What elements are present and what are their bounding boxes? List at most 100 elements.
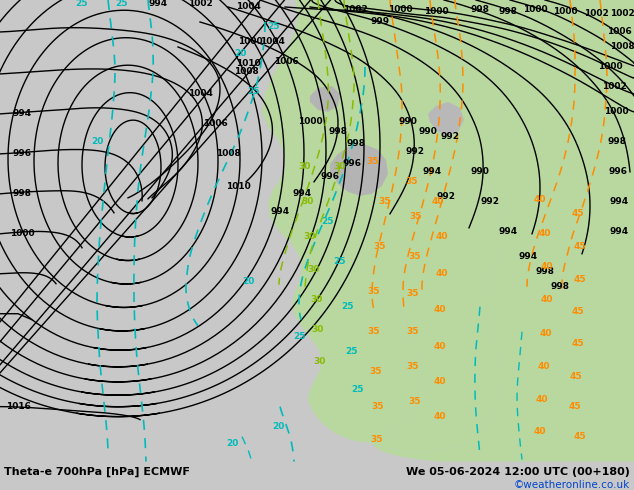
Text: 996: 996 [321, 172, 339, 181]
Text: 35: 35 [407, 327, 419, 336]
Text: 1002: 1002 [188, 0, 212, 8]
Text: 25: 25 [116, 0, 128, 8]
Text: 994: 994 [148, 0, 167, 8]
Text: 992: 992 [441, 132, 460, 142]
Text: 35: 35 [370, 367, 382, 376]
Text: 40: 40 [436, 232, 448, 241]
Text: 40: 40 [434, 412, 446, 421]
Text: 40: 40 [536, 395, 548, 404]
Text: 990: 990 [418, 127, 437, 136]
Text: 1002: 1002 [342, 5, 367, 15]
Text: 20: 20 [226, 439, 238, 448]
Text: 20: 20 [272, 422, 284, 431]
Text: 40: 40 [534, 427, 547, 436]
Text: 35: 35 [406, 177, 418, 186]
Text: 994: 994 [13, 109, 32, 119]
Text: 40: 40 [534, 196, 547, 204]
Text: 994: 994 [519, 252, 538, 261]
Text: 35: 35 [368, 287, 380, 296]
Text: 1000: 1000 [604, 107, 628, 117]
Text: 25: 25 [346, 347, 358, 356]
Text: 994: 994 [609, 227, 628, 236]
Text: 992: 992 [406, 147, 425, 156]
Text: 30: 30 [334, 162, 346, 171]
Text: 40: 40 [541, 295, 553, 304]
Text: 994: 994 [292, 189, 311, 198]
Text: 998: 998 [328, 127, 347, 136]
Text: 45: 45 [569, 402, 581, 411]
Polygon shape [262, 0, 422, 442]
Text: 35: 35 [409, 397, 421, 406]
Text: 35: 35 [409, 252, 421, 261]
Text: 35: 35 [368, 327, 380, 336]
Text: 1004: 1004 [259, 37, 285, 47]
Text: 1004: 1004 [188, 89, 212, 98]
Text: 998: 998 [550, 282, 569, 291]
Text: 40: 40 [432, 197, 444, 206]
Text: 45: 45 [572, 339, 585, 348]
Text: 35: 35 [407, 362, 419, 371]
Polygon shape [310, 86, 340, 112]
Text: 1000: 1000 [522, 5, 547, 15]
Text: We 05-06-2024 12:00 UTC (00+180): We 05-06-2024 12:00 UTC (00+180) [406, 467, 630, 477]
Text: 1000: 1000 [598, 62, 623, 72]
Text: 40: 40 [434, 305, 446, 314]
Text: 20: 20 [234, 49, 246, 58]
Text: 998: 998 [498, 7, 517, 17]
Text: 996: 996 [609, 168, 628, 176]
Text: 1000: 1000 [298, 118, 322, 126]
Text: 45: 45 [574, 275, 586, 284]
Text: 996: 996 [342, 159, 361, 169]
Text: 25: 25 [247, 87, 259, 97]
Text: 45: 45 [570, 372, 582, 381]
Text: 1006: 1006 [203, 120, 228, 128]
Text: 1002: 1002 [610, 9, 634, 19]
Text: 1000: 1000 [387, 5, 412, 15]
Text: 40: 40 [540, 329, 552, 338]
Text: 1000: 1000 [10, 229, 34, 238]
Text: 1002: 1002 [584, 9, 609, 19]
Text: 1002: 1002 [602, 82, 626, 92]
Polygon shape [428, 102, 464, 136]
Text: 1008: 1008 [216, 149, 240, 158]
Text: 25: 25 [333, 257, 346, 266]
Text: 994: 994 [422, 168, 441, 176]
Text: 40: 40 [434, 342, 446, 351]
Text: 998: 998 [536, 267, 555, 276]
Text: 40: 40 [434, 377, 446, 386]
Text: 30: 30 [304, 232, 316, 241]
Text: 40: 40 [541, 262, 553, 271]
Text: 40: 40 [538, 362, 550, 371]
Text: 45: 45 [572, 307, 585, 316]
Text: 35: 35 [410, 212, 422, 221]
Text: 35: 35 [374, 242, 386, 251]
Polygon shape [0, 0, 634, 462]
Text: 45: 45 [574, 242, 586, 251]
Text: 996: 996 [13, 149, 32, 158]
Text: 990: 990 [470, 168, 489, 176]
Text: 35: 35 [378, 197, 391, 206]
Text: 25: 25 [267, 23, 279, 31]
Text: 30: 30 [308, 265, 320, 274]
Text: 25: 25 [294, 332, 306, 341]
Text: 1010: 1010 [226, 182, 250, 191]
Text: 1016: 1016 [6, 402, 30, 411]
Polygon shape [370, 0, 634, 462]
Text: 30: 30 [311, 295, 323, 304]
Text: 30: 30 [314, 357, 326, 366]
Text: Theta-e 700hPa [hPa] ECMWF: Theta-e 700hPa [hPa] ECMWF [4, 466, 190, 477]
Text: 30: 30 [299, 162, 311, 171]
Text: 25: 25 [321, 217, 334, 226]
Text: 30: 30 [312, 325, 324, 334]
Text: 25: 25 [352, 385, 365, 394]
Text: 1008: 1008 [610, 43, 634, 51]
Text: 1000: 1000 [238, 37, 262, 47]
Text: 20: 20 [242, 277, 254, 286]
Text: 1004: 1004 [236, 2, 261, 11]
Text: ©weatheronline.co.uk: ©weatheronline.co.uk [514, 480, 630, 490]
Text: 999: 999 [370, 18, 389, 26]
Text: 1000: 1000 [424, 7, 448, 17]
Text: 990: 990 [399, 118, 417, 126]
Text: 35: 35 [366, 157, 379, 166]
Text: 45: 45 [574, 432, 586, 441]
